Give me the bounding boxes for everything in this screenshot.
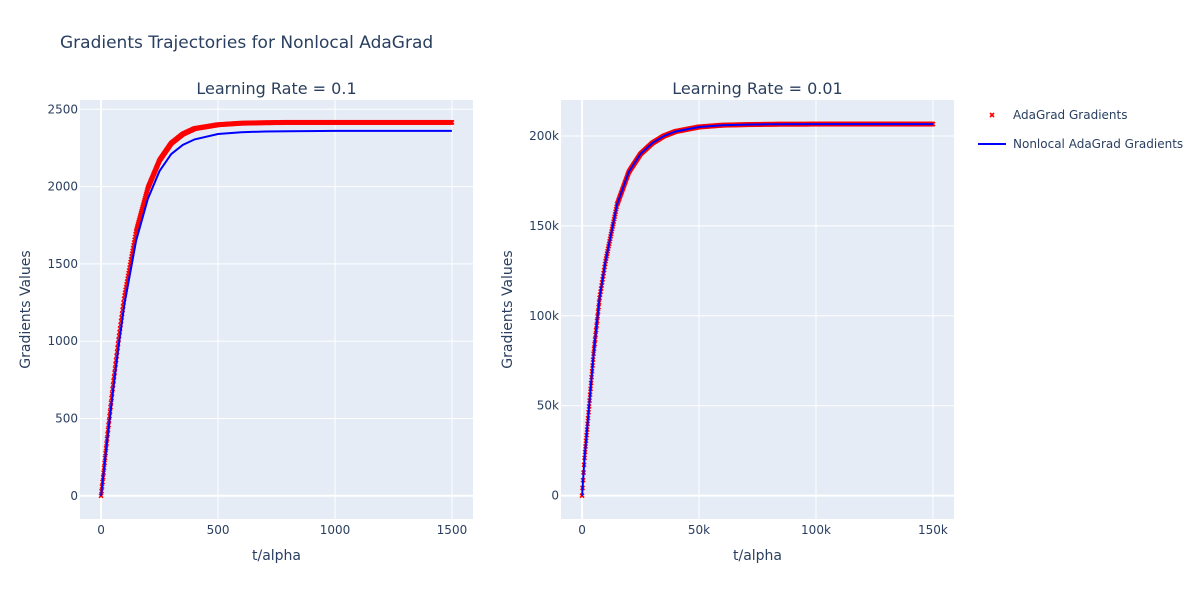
legend-item[interactable]: AdaGrad Gradients bbox=[989, 108, 1127, 122]
y-axis-label: Gradients Values bbox=[18, 250, 34, 368]
x-tick-label: 50k bbox=[688, 523, 710, 537]
y-tick-label: 0 bbox=[551, 489, 559, 503]
series-nonlocal-adagrad-gradients bbox=[581, 123, 933, 496]
y-tick-label: 100k bbox=[529, 309, 559, 323]
x-tick-label: 500 bbox=[207, 523, 230, 537]
legend-label: AdaGrad Gradients bbox=[1013, 108, 1127, 122]
x-tick-label: 150k bbox=[918, 523, 948, 537]
subplot-title: Learning Rate = 0.01 bbox=[672, 79, 842, 98]
y-tick-label: 2000 bbox=[47, 180, 78, 194]
x-tick-label: 0 bbox=[97, 523, 105, 537]
data-point bbox=[579, 493, 585, 499]
x-axis-label: t/alpha bbox=[252, 548, 301, 564]
y-tick-label: 0 bbox=[70, 489, 78, 503]
subplot-1: 0 500 1000 1500 0 500 1000 1500 2000 2500 Learning… bbox=[18, 79, 473, 564]
legend-marker-icon bbox=[989, 112, 995, 118]
y-tick-label: 500 bbox=[55, 412, 78, 426]
data-point bbox=[98, 493, 104, 499]
plot-background bbox=[80, 100, 473, 519]
y-tick-label: 1500 bbox=[47, 257, 78, 271]
series-line bbox=[581, 123, 933, 496]
legend-item[interactable]: Nonlocal AdaGrad Gradients bbox=[978, 137, 1183, 151]
legend[interactable]: AdaGrad Gradients Nonlocal AdaGrad Gradie… bbox=[978, 108, 1183, 151]
series-adagrad-gradients bbox=[98, 119, 455, 499]
legend-label: Nonlocal AdaGrad Gradients bbox=[1013, 137, 1183, 151]
series-nonlocal-adagrad-gradients bbox=[100, 129, 452, 496]
x-axis-label: t/alpha bbox=[733, 548, 782, 564]
x-tick-label: 1500 bbox=[437, 523, 468, 537]
y-axis-label: Gradients Values bbox=[500, 250, 516, 368]
x-tick-label: 100k bbox=[801, 523, 831, 537]
x-tick-label: 0 bbox=[578, 523, 586, 537]
y-tick-label: 50k bbox=[537, 399, 559, 413]
data-point bbox=[449, 119, 455, 125]
x-tick-label: 1000 bbox=[320, 523, 351, 537]
series-line bbox=[100, 129, 452, 496]
y-tick-label: 200k bbox=[529, 129, 559, 143]
subplot-title: Learning Rate = 0.1 bbox=[196, 79, 356, 98]
y-tick-label: 1000 bbox=[47, 334, 78, 348]
y-tick-label: 150k bbox=[529, 219, 559, 233]
data-point bbox=[930, 121, 936, 127]
figure-title: Gradients Trajectories for Nonlocal AdaG… bbox=[60, 33, 434, 53]
subplot-2: 0 50k 100k 150k 0 50k 100k 150k 200k Learning Rat… bbox=[500, 79, 954, 564]
plot-background bbox=[561, 100, 954, 519]
y-tick-label: 2500 bbox=[47, 102, 78, 116]
